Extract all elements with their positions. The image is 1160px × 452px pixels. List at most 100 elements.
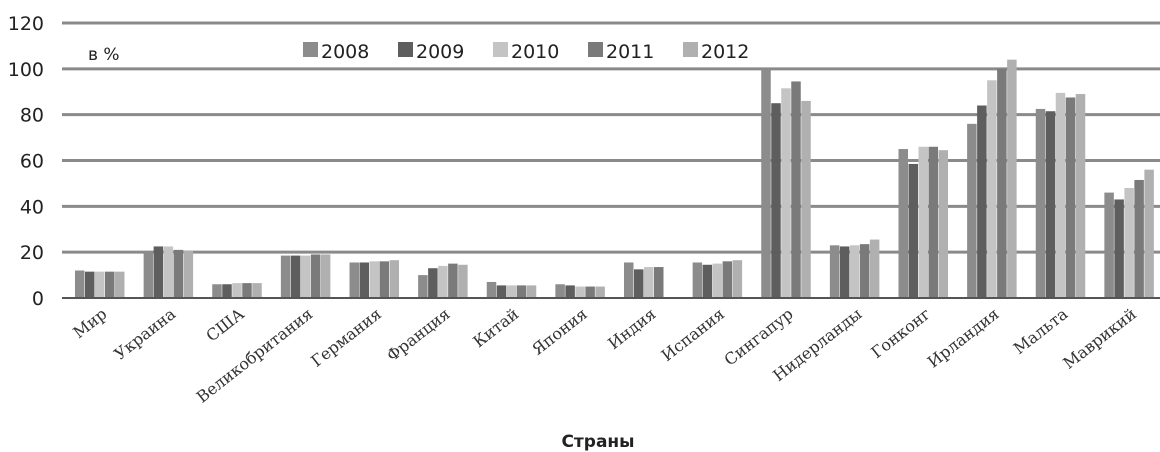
bar (977, 105, 987, 298)
unit-label: в % (88, 45, 120, 65)
bar (781, 88, 791, 298)
x-category-label: Гонконг (867, 304, 934, 362)
bar (829, 245, 840, 298)
bar (654, 267, 664, 298)
bar (85, 271, 95, 298)
x-category-label: Ирландия (924, 304, 1003, 371)
bar (732, 260, 743, 298)
bar (448, 263, 458, 298)
bar (1065, 97, 1076, 299)
bar (1035, 108, 1046, 298)
bar (526, 285, 537, 298)
bar (555, 284, 565, 298)
bar (898, 149, 908, 298)
bar (506, 285, 517, 298)
x-category-label: Индия (604, 304, 659, 353)
bar (692, 262, 703, 298)
y-tick-label: 80 (20, 105, 44, 127)
x-category-label: Франция (383, 304, 454, 365)
y-tick-label: 60 (20, 151, 44, 173)
bar (771, 103, 781, 298)
bar (1075, 94, 1086, 299)
bar (859, 244, 870, 298)
bar (928, 146, 938, 298)
bar (565, 285, 575, 298)
y-tick-label: 100 (8, 59, 44, 81)
x-axis-categories: Мир Украина СШАВеликобританияГерманияФранц… (69, 304, 1139, 407)
bar (369, 261, 379, 298)
y-tick-label: 20 (20, 242, 44, 264)
legend-swatch (493, 42, 508, 57)
bar (418, 275, 428, 298)
bar (869, 239, 880, 298)
legend-swatch (588, 42, 603, 57)
y-tick-label: 0 (32, 288, 44, 310)
legend-swatch (398, 42, 413, 57)
y-tick-label: 120 (8, 13, 44, 35)
bar (801, 100, 811, 299)
x-category-label: Украина (110, 304, 179, 364)
x-category-label: Япония (528, 304, 591, 359)
x-category-label: Китай (469, 304, 522, 351)
bar (173, 249, 184, 298)
bar (163, 246, 174, 298)
bar (997, 68, 1007, 298)
bar (320, 254, 331, 298)
bar (349, 262, 359, 298)
bar (486, 281, 497, 298)
bar (379, 261, 389, 298)
x-category-label: Маврикий (1059, 304, 1139, 373)
bar (115, 271, 125, 298)
bar (761, 68, 771, 298)
bar (280, 255, 291, 298)
y-tick-label: 40 (20, 196, 44, 218)
bar (839, 246, 850, 298)
legend: 2008 2009 2010 2011 2012 (303, 41, 749, 63)
bar (702, 264, 713, 298)
bar (722, 261, 733, 298)
bar (1114, 199, 1124, 298)
bar (290, 255, 301, 298)
bar (1055, 92, 1066, 298)
bar (938, 150, 948, 298)
bar (252, 283, 262, 298)
gridlines (62, 21, 1160, 254)
bar (908, 163, 918, 298)
bar (389, 260, 399, 298)
x-category-label: Великобритания (193, 304, 317, 406)
bar (75, 270, 85, 298)
x-category-label: Испания (658, 304, 728, 365)
bar (95, 271, 105, 298)
bar (595, 286, 605, 298)
bar (438, 265, 448, 298)
bar (849, 245, 860, 298)
bar (496, 285, 507, 298)
bar (624, 262, 634, 298)
bar (143, 252, 154, 298)
legend-label: 2008 (321, 41, 369, 63)
legend-label: 2011 (606, 41, 654, 63)
bar (516, 285, 527, 298)
bar (1104, 192, 1114, 298)
bar (183, 251, 194, 298)
bar (242, 283, 252, 298)
bar (359, 262, 369, 298)
bar (575, 286, 585, 298)
bars (75, 59, 1154, 299)
legend-label: 2012 (701, 41, 749, 63)
bar (987, 80, 997, 299)
legend-swatch (303, 42, 318, 57)
bar (458, 264, 468, 298)
legend-label: 2010 (511, 41, 559, 63)
bar (1045, 111, 1056, 299)
bar (712, 263, 723, 298)
x-category-label: Мальта (1010, 304, 1072, 358)
x-category-label: Германия (307, 304, 385, 371)
bar (1007, 59, 1017, 298)
bar (791, 81, 801, 298)
bar (634, 269, 644, 298)
bar (1144, 169, 1154, 298)
bar (212, 284, 222, 298)
legend-swatch (683, 42, 698, 57)
